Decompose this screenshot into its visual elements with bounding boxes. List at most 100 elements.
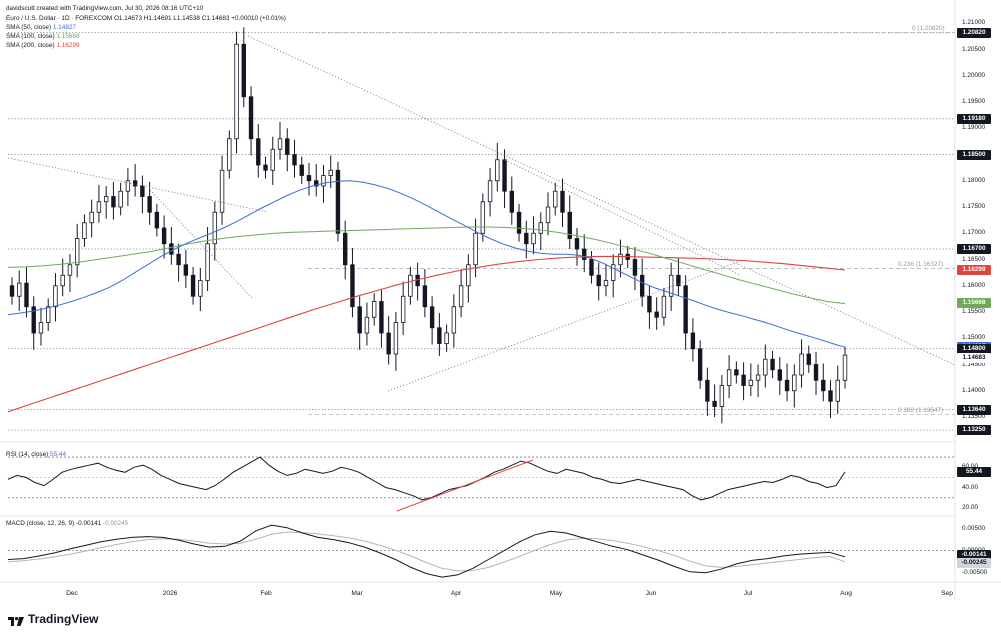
brand-name: TradingView	[28, 612, 99, 626]
candle-body	[560, 190, 565, 213]
legend-sma100[interactable]: SMA (100, close) 1.15668	[6, 32, 80, 41]
candle-body	[321, 175, 326, 187]
candle-body	[719, 385, 725, 407]
macd-title: MACD (close, 12, 26, 9)	[6, 520, 75, 527]
macd-legend[interactable]: MACD (close, 12, 26, 9) -0.00141 -0.0024…	[6, 519, 128, 528]
candle-body	[661, 295, 667, 318]
candle-body	[516, 211, 522, 234]
candle-body	[96, 201, 102, 213]
candle-body	[17, 282, 22, 297]
candle-body	[777, 369, 783, 381]
candle-body	[545, 206, 551, 224]
candle-body	[328, 169, 333, 176]
candle-body	[299, 164, 304, 176]
price-tick-label: 1.15000	[962, 334, 986, 342]
price-tick-label: 1.19000	[962, 124, 986, 132]
candle-body	[335, 169, 341, 234]
candle-body	[567, 211, 572, 239]
rsi-legend[interactable]: RSI (14, close) 55.44	[6, 450, 66, 459]
price-tag: 1.16299	[957, 265, 991, 276]
price-tag: 1.20820	[957, 27, 991, 38]
candle-body	[589, 259, 594, 276]
candle-body	[531, 232, 536, 245]
candle-body	[639, 274, 645, 297]
price-tag: 1.14683	[957, 352, 991, 363]
price-tick-label: 1.19500	[962, 98, 986, 105]
fib-label: 0.236 (1.16327)	[898, 260, 944, 268]
candle-body	[46, 306, 51, 323]
x-axis-label: Jun	[645, 590, 657, 597]
candle-body	[437, 327, 442, 344]
candle-body	[632, 259, 638, 276]
candle-body	[582, 248, 587, 260]
candle-body	[458, 285, 464, 308]
candle-body	[364, 316, 370, 334]
price-tick-label: 1.13500	[962, 413, 986, 420]
macd-value-tag: -0.00141	[957, 549, 991, 560]
x-axis-label: Apr	[450, 590, 462, 597]
candle-body	[314, 180, 319, 187]
candle-body	[277, 138, 283, 150]
tradingview-brand[interactable]: TradingView	[8, 612, 98, 626]
fib-label: 0.382 (1.13547)	[898, 406, 944, 414]
candle-body	[379, 301, 384, 334]
price-tag: 1.13250	[957, 425, 991, 436]
candle-body	[125, 180, 131, 192]
legend-sma50-value: 1.14827	[52, 24, 76, 31]
price-tick-label: 1.16500	[962, 255, 986, 263]
price-tick-label: 1.17500	[962, 203, 986, 210]
legend-sma50[interactable]: SMA (50, close) 1.14827	[6, 23, 76, 32]
sma200-line	[7, 255, 846, 413]
price-tick-label: 1.21000	[962, 19, 986, 27]
candle-body	[198, 280, 203, 297]
candle-body	[726, 369, 732, 386]
candle-body	[596, 274, 601, 287]
candle-body	[31, 306, 36, 334]
candle-body	[371, 301, 377, 318]
price-tag: 1.18500	[957, 149, 991, 160]
candle-body	[190, 274, 196, 297]
x-axis-label: Sep	[941, 590, 953, 597]
candle-body	[487, 180, 493, 203]
candle-body	[553, 190, 558, 208]
sma50-line	[7, 180, 846, 348]
candle-body	[350, 264, 355, 308]
candle-body	[697, 348, 703, 381]
legend-sma200-value: 1.16299	[56, 42, 80, 49]
candle-body	[386, 332, 391, 355]
x-axis-label: Feb	[260, 590, 272, 597]
price-tag: 1.19180	[957, 113, 991, 124]
candle-body	[705, 379, 710, 402]
rsi-tick-label: 40.00	[962, 483, 978, 491]
candle-body	[473, 232, 478, 266]
price-tag: 1.15668	[957, 298, 991, 309]
candle-body	[429, 306, 435, 329]
candle-body	[618, 253, 623, 266]
candle-body	[741, 374, 746, 386]
price-tick-label: 1.14000	[962, 386, 986, 394]
candle-body	[67, 264, 73, 276]
candle-body	[176, 253, 181, 266]
rsi-line	[7, 456, 846, 501]
macd-signal-tag: -0.00245	[957, 558, 991, 569]
x-axis-label: Jul	[743, 590, 753, 597]
x-axis-label: May	[549, 590, 563, 597]
trendline-drawing	[7, 157, 269, 213]
candle-body	[357, 306, 362, 334]
candle-body	[205, 243, 210, 281]
candle-body	[712, 400, 717, 407]
candle-body	[842, 354, 848, 381]
legend-sma50-label: SMA (50, close)	[6, 24, 52, 31]
candle-body	[690, 332, 696, 350]
candle-body	[393, 322, 399, 355]
candle-body	[466, 264, 471, 287]
candle-body	[154, 211, 160, 229]
candle-body	[103, 196, 109, 203]
legend-sma200-label: SMA (200, close)	[6, 42, 55, 49]
price-tag: 1.14800	[957, 343, 991, 354]
candle-body	[444, 332, 449, 344]
candle-body	[306, 175, 312, 182]
candle-body	[241, 43, 246, 98]
legend-sma200[interactable]: SMA (200, close) 1.16299	[6, 41, 80, 50]
